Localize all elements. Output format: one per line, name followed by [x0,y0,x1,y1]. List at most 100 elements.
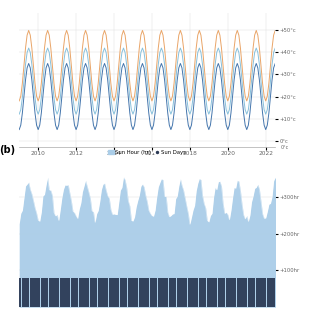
Bar [151,278,153,307]
Bar [192,278,194,307]
Bar [47,278,48,307]
Bar [249,278,251,307]
Bar [116,278,118,307]
Bar [219,278,220,307]
Bar [243,278,244,307]
Bar [282,278,284,307]
Bar [60,278,61,307]
Bar [132,278,134,307]
Bar [137,278,139,307]
Bar [19,278,20,307]
Bar [241,278,243,307]
Bar [83,278,85,307]
Bar [101,278,102,307]
Bar [186,278,188,307]
Bar [211,278,213,307]
Bar [173,278,175,307]
Bar [96,278,97,307]
Bar [161,278,162,307]
Bar [28,278,29,307]
Bar [147,278,148,307]
Bar [49,278,50,307]
Bar [254,278,255,307]
Bar [170,278,172,307]
Bar [279,278,281,307]
Bar [227,278,228,307]
Bar [135,278,137,307]
Bar [210,278,211,307]
Bar [124,278,126,307]
Bar [45,278,47,307]
Bar [113,278,115,307]
Bar [123,278,124,307]
Bar [88,278,90,307]
Bar [20,278,21,307]
Bar [199,278,200,307]
Bar [175,278,176,307]
Bar [139,278,140,307]
Bar [37,278,39,307]
Bar [129,278,131,307]
Bar [238,278,240,307]
Bar [240,278,241,307]
Bar [281,278,282,307]
Bar [224,278,225,307]
Bar [56,278,58,307]
Bar [44,278,45,307]
Bar [69,278,70,307]
Bar [189,278,191,307]
Bar [143,278,145,307]
Bar [177,278,178,307]
Bar [94,278,96,307]
Bar [184,278,186,307]
Bar [68,278,69,307]
Bar [52,278,53,307]
Bar [25,278,26,307]
Bar [178,278,180,307]
Bar [181,278,183,307]
Bar [172,278,173,307]
Bar [204,278,205,307]
Text: (b): (b) [0,145,15,155]
Bar [265,278,267,307]
Bar [259,278,260,307]
Bar [140,278,141,307]
Bar [194,278,195,307]
Bar [29,278,31,307]
Bar [165,278,167,307]
Bar [206,278,208,307]
Bar [162,278,164,307]
Bar [221,278,222,307]
Bar [208,278,210,307]
Bar [34,278,36,307]
Bar [278,278,279,307]
Bar [33,278,34,307]
Bar [26,278,28,307]
Bar [150,278,151,307]
Bar [157,278,159,307]
Bar [205,278,206,307]
Bar [154,278,156,307]
Bar [191,278,192,307]
Bar [126,278,127,307]
Bar [120,278,121,307]
Bar [252,278,254,307]
Bar [230,278,232,307]
Bar [202,278,203,307]
Bar [72,278,74,307]
Bar [233,278,235,307]
Bar [169,278,170,307]
Bar [200,278,202,307]
Bar [104,278,105,307]
Bar [53,278,55,307]
Bar [197,278,198,307]
Bar [42,278,44,307]
Bar [226,278,227,307]
Bar [232,278,233,307]
Bar [31,278,33,307]
Bar [74,278,75,307]
Bar [23,278,25,307]
Bar [107,278,108,307]
Bar [256,278,257,307]
Bar [263,278,265,307]
